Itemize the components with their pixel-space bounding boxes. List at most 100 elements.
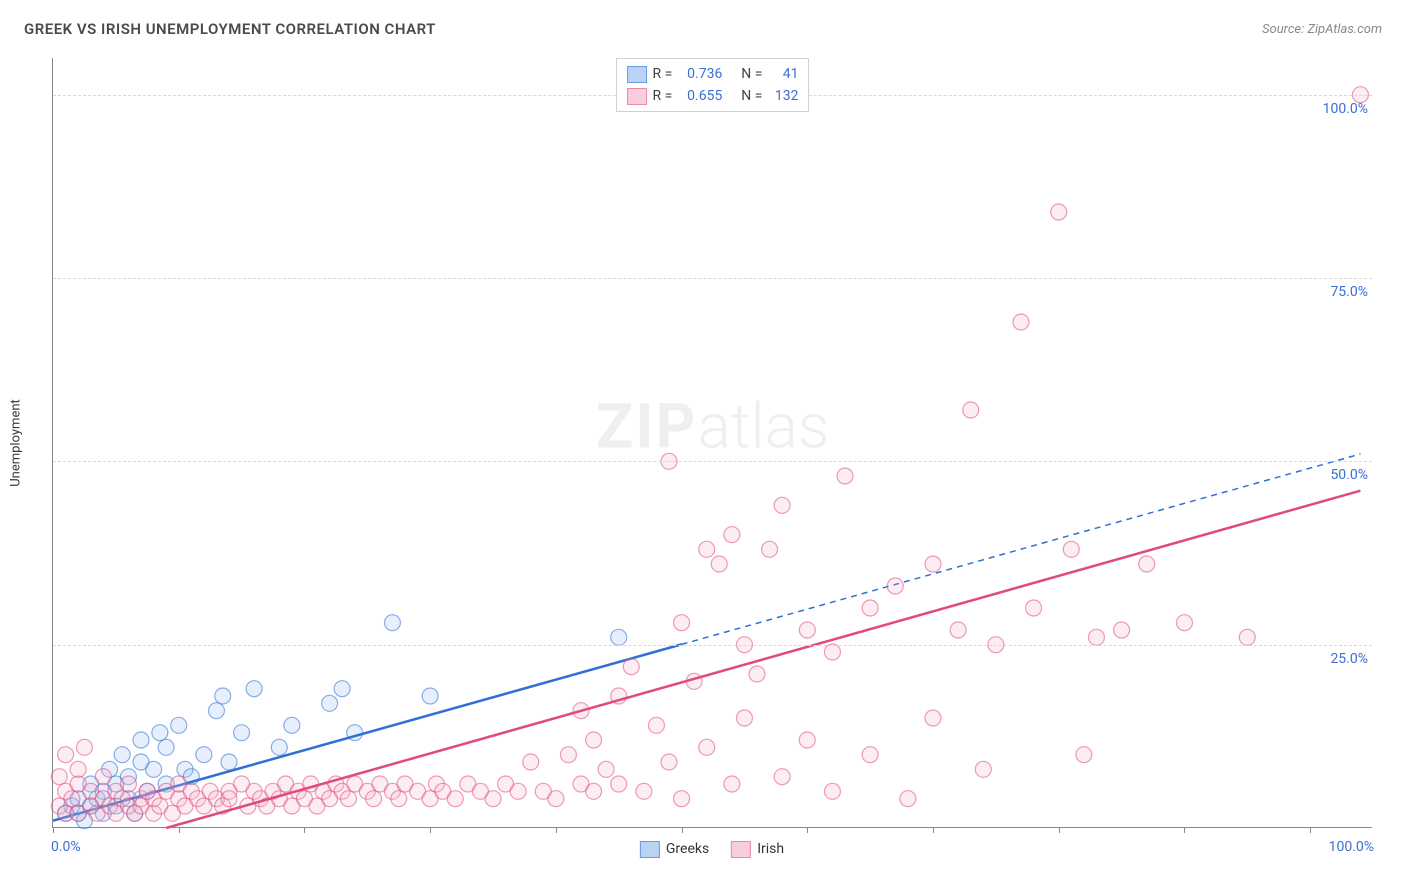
swatch-irish <box>731 841 751 858</box>
x-tick <box>682 827 683 833</box>
scatter-point <box>837 468 853 484</box>
gridline <box>53 278 1372 279</box>
scatter-point <box>950 622 966 638</box>
plot-region: ZIPatlas R = 0.736 N = 41 R = 0.655 N = … <box>52 58 1372 828</box>
gridline <box>53 645 1372 646</box>
scatter-point <box>221 791 237 807</box>
scatter-point <box>215 688 231 704</box>
scatter-point <box>661 754 677 770</box>
scatter-point <box>58 747 74 763</box>
scatter-point <box>623 659 639 675</box>
scatter-point <box>171 717 187 733</box>
scatter-point <box>711 556 727 572</box>
scatter-point <box>146 761 162 777</box>
x-tick <box>807 827 808 833</box>
regression-line-extrapolated <box>682 454 1361 644</box>
scatter-point <box>824 644 840 660</box>
scatter-point <box>70 761 86 777</box>
scatter-point <box>736 710 752 726</box>
gridline <box>53 461 1372 462</box>
y-tick-label: 75.0% <box>1330 284 1368 300</box>
scatter-point <box>334 681 350 697</box>
swatch-greeks <box>640 841 660 858</box>
scatter-point <box>900 791 916 807</box>
scatter-point <box>799 622 815 638</box>
scatter-point <box>762 541 778 557</box>
scatter-point <box>1239 629 1255 645</box>
r-prefix: R = <box>653 63 673 85</box>
scatter-point <box>271 739 287 755</box>
scatter-point <box>523 754 539 770</box>
scatter-point <box>208 703 224 719</box>
scatter-point <box>1026 600 1042 616</box>
scatter-point <box>774 497 790 513</box>
scatter-point <box>1063 541 1079 557</box>
source-prefix: Source: <box>1262 22 1307 37</box>
scatter-point <box>340 791 356 807</box>
scatter-point <box>485 791 501 807</box>
correlation-row-irish: R = 0.655 N = 132 <box>627 85 799 107</box>
scatter-point <box>284 717 300 733</box>
chart-area: Unemployment ZIPatlas R = 0.736 N = 41 R… <box>52 58 1372 828</box>
n-value-irish: 132 <box>768 85 798 107</box>
r-value-greeks: 0.736 <box>678 63 722 85</box>
scatter-point <box>221 754 237 770</box>
scatter-point <box>64 791 80 807</box>
scatter-point <box>699 541 715 557</box>
scatter-point <box>774 769 790 785</box>
scatter-point <box>1139 556 1155 572</box>
x-tick <box>1184 827 1185 833</box>
scatter-point <box>1013 314 1029 330</box>
n-prefix: N = <box>741 63 762 85</box>
scatter-point <box>196 747 212 763</box>
scatter-point <box>1176 615 1192 631</box>
source-attribution: Source: ZipAtlas.com <box>1262 22 1382 37</box>
scatter-point <box>611 776 627 792</box>
scatter-point <box>391 791 407 807</box>
swatch-greeks <box>627 66 647 83</box>
legend-label-irish: Irish <box>757 841 784 857</box>
scatter-point <box>560 747 576 763</box>
scatter-point <box>246 681 262 697</box>
scatter-point <box>447 791 463 807</box>
scatter-point <box>133 732 149 748</box>
y-axis-label: Unemployment <box>9 399 24 487</box>
n-prefix: N = <box>741 85 762 107</box>
scatter-point <box>510 783 526 799</box>
y-tick-label: 50.0% <box>1330 467 1368 483</box>
y-tick-label: 100.0% <box>1323 101 1368 117</box>
scatter-point <box>887 578 903 594</box>
chart-svg <box>53 58 1373 828</box>
scatter-point <box>975 761 991 777</box>
scatter-point <box>925 556 941 572</box>
x-tick <box>430 827 431 833</box>
header: GREEK VS IRISH UNEMPLOYMENT CORRELATION … <box>24 20 1382 38</box>
scatter-point <box>862 747 878 763</box>
scatter-point <box>422 688 438 704</box>
scatter-point <box>862 600 878 616</box>
scatter-point <box>586 783 602 799</box>
x-tick <box>1310 827 1311 833</box>
scatter-point <box>152 725 168 741</box>
scatter-point <box>925 710 941 726</box>
scatter-point <box>76 739 92 755</box>
source-name: ZipAtlas.com <box>1307 22 1382 37</box>
scatter-point <box>1114 622 1130 638</box>
scatter-point <box>51 769 67 785</box>
series-legend: Greeks Irish <box>640 841 784 858</box>
scatter-point <box>724 776 740 792</box>
chart-title: GREEK VS IRISH UNEMPLOYMENT CORRELATION … <box>24 20 436 38</box>
x-tick <box>53 827 54 833</box>
correlation-legend: R = 0.736 N = 41 R = 0.655 N = 132 <box>616 58 810 112</box>
x-tick <box>179 827 180 833</box>
scatter-point <box>724 527 740 543</box>
y-tick-label: 25.0% <box>1330 651 1368 667</box>
x-tick <box>1059 827 1060 833</box>
n-value-greeks: 41 <box>768 63 798 85</box>
scatter-point <box>674 791 690 807</box>
scatter-point <box>120 776 136 792</box>
scatter-point <box>963 402 979 418</box>
x-tick <box>933 827 934 833</box>
r-prefix: R = <box>653 85 673 107</box>
swatch-irish <box>627 88 647 105</box>
